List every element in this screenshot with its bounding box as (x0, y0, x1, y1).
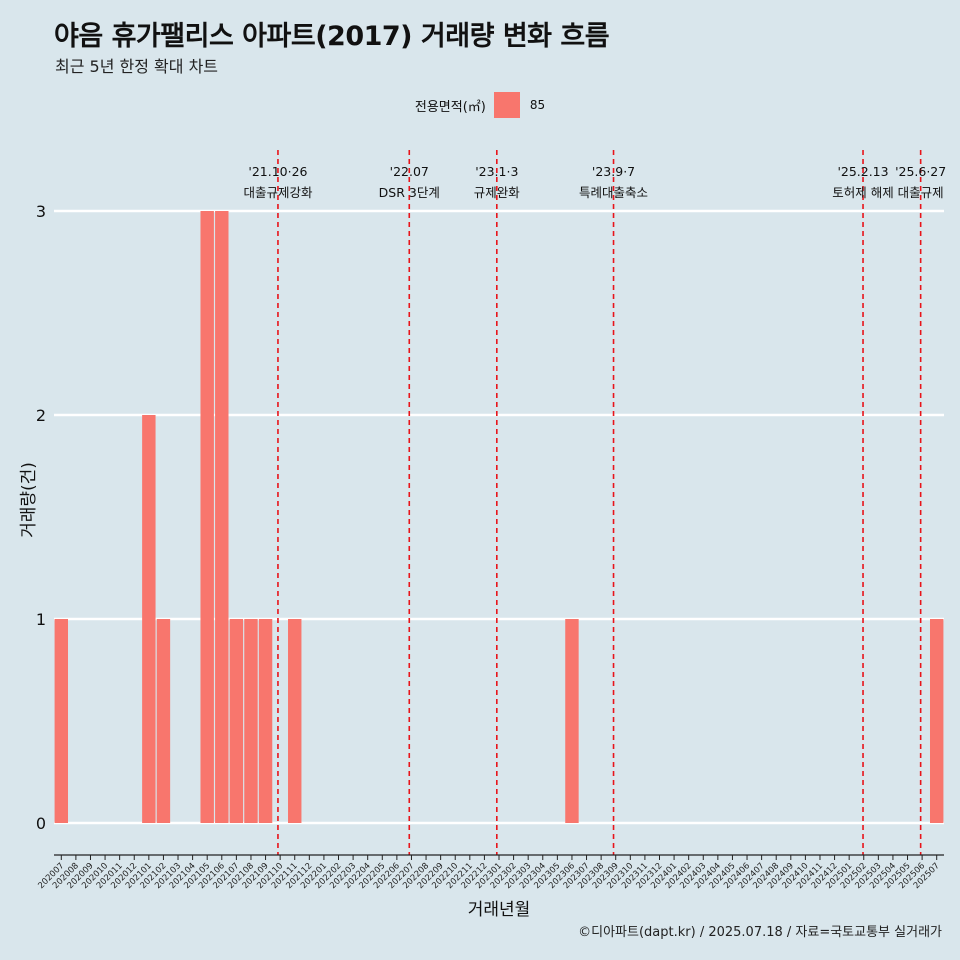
y-tick-label: 2 (36, 406, 46, 425)
bar (229, 619, 244, 823)
bar (200, 211, 214, 823)
event-name-label: 특례대출축소 (579, 185, 648, 200)
event-name-label: 대출규제강화 (243, 185, 313, 200)
bar (54, 619, 69, 823)
event-name-label: 규제완화 (474, 185, 521, 200)
legend-title: 전용면적(㎡) (414, 99, 486, 115)
event-date-label: '21.10·26 (248, 164, 307, 179)
y-tick-label: 3 (36, 202, 46, 221)
event-date-label: '25.6·27 (895, 164, 946, 179)
source-caption: ©디아파트(dapt.kr) / 2025.07.18 / 자료=국토교통부 실… (578, 925, 942, 940)
bar (288, 619, 302, 823)
event-date-label: '23.9·7 (592, 164, 635, 179)
y-tick-label: 0 (36, 814, 46, 833)
x-axis-title: 거래년월 (468, 900, 531, 920)
event-name-label: 대출규제 (898, 185, 944, 200)
event-name-label: 토허제 해제 (832, 185, 893, 200)
bar (142, 415, 156, 823)
bar (258, 619, 273, 823)
event-name-label: DSR 3단계 (379, 185, 440, 200)
chart-title: 야음 휴가팰리스 아파트(2017) 거래량 변화 흐름 (54, 21, 610, 52)
y-tick-label: 1 (36, 610, 46, 629)
legend-swatch (493, 92, 520, 118)
event-date-label: '25.2.13 (837, 164, 888, 179)
chart-subtitle: 최근 5년 한정 확대 차트 (55, 57, 219, 76)
bar (929, 619, 944, 823)
legend: 전용면적(㎡) 85 (0, 92, 960, 118)
bar (565, 619, 579, 823)
bar (244, 619, 258, 823)
bar (215, 211, 229, 823)
legend-label: 85 (529, 98, 546, 112)
bar (156, 619, 171, 823)
y-axis-title: 거래량(건) (19, 462, 39, 538)
event-date-label: '22.07 (390, 164, 429, 179)
event-date-label: '23.1·3 (475, 164, 518, 179)
